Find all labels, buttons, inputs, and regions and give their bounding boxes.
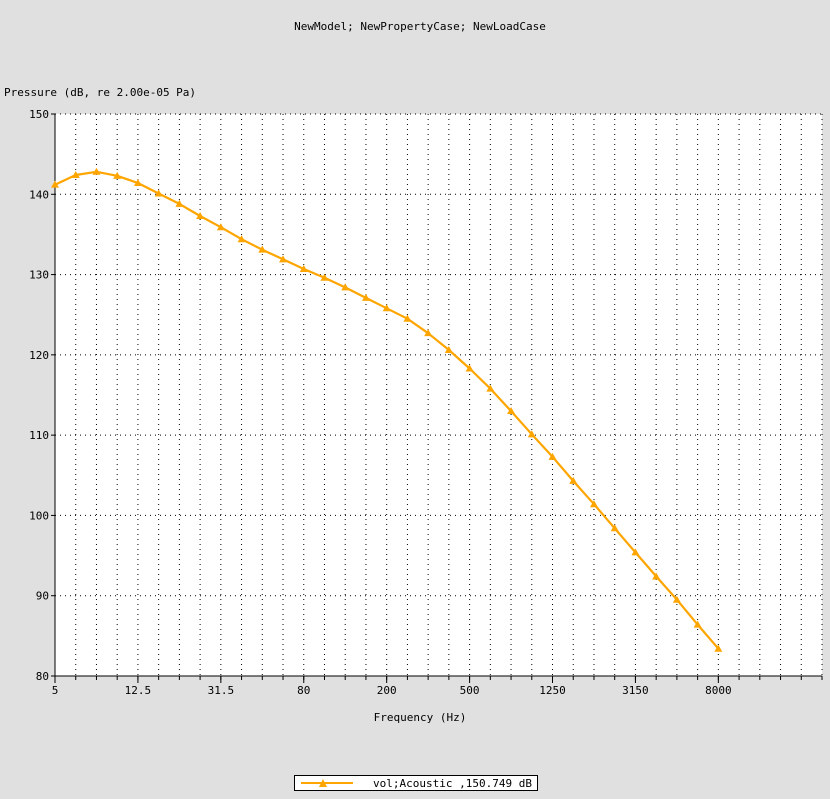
data-point-marker [548, 452, 557, 460]
y-axis-label: Pressure (dB, re 2.00e-05 Pa) [4, 86, 196, 99]
axes: 80 90 100 110 120 130 140 150 5 12.5 31.5 80 200 500 1… [29, 108, 823, 697]
y-tick-label: 150 [29, 108, 49, 121]
data-point-marker [299, 264, 308, 272]
data-point-marker [672, 595, 681, 603]
data-point-marker [527, 430, 536, 438]
grid [55, 113, 823, 677]
chart-svg: 80 90 100 110 120 130 140 150 5 12.5 31.5 80 200 500 1… [4, 20, 823, 724]
data-point-marker [237, 235, 246, 243]
data-point-marker [714, 644, 723, 652]
plot-area [55, 114, 822, 676]
data-point-marker [216, 223, 225, 231]
series-layer [51, 167, 723, 652]
data-point-marker [382, 304, 391, 312]
data-point-marker [631, 548, 640, 556]
data-point-marker [71, 171, 80, 179]
legend-swatch [301, 779, 353, 787]
data-point-marker [610, 524, 619, 532]
x-tick-label: 8000 [705, 684, 732, 697]
data-point-marker [403, 314, 412, 322]
data-point-marker [486, 384, 495, 392]
data-point-marker [569, 476, 578, 484]
data-point-marker [92, 167, 101, 175]
y-tick-label: 130 [29, 269, 49, 282]
x-tick-label: 1250 [539, 684, 566, 697]
chart-title: NewModel; NewPropertyCase; NewLoadCase [294, 20, 546, 33]
data-point-marker [465, 364, 474, 372]
y-tick-label: 120 [29, 349, 49, 362]
data-point-marker [279, 255, 288, 263]
y-tick-label: 80 [36, 670, 49, 683]
data-point-marker [424, 329, 433, 337]
data-point-marker [589, 500, 598, 508]
data-point-marker [341, 283, 350, 291]
data-point-marker [196, 211, 205, 219]
legend: vol;Acoustic ,150.749 dB [294, 775, 538, 791]
y-tick-label: 100 [29, 509, 49, 522]
x-tick-label: 500 [460, 684, 480, 697]
x-tick-label: 200 [377, 684, 397, 697]
x-tick-label: 12.5 [125, 684, 152, 697]
data-point-marker [652, 572, 661, 580]
data-point-marker [361, 293, 370, 301]
x-tick-label: 80 [297, 684, 310, 697]
x-tick-label: 31.5 [208, 684, 235, 697]
legend-label: vol;Acoustic ,150.749 dB [373, 776, 532, 790]
data-point-marker [154, 189, 163, 197]
data-point-marker [258, 245, 267, 253]
data-point-marker [320, 273, 329, 281]
data-point-marker [175, 199, 184, 207]
x-tick-label: 3150 [622, 684, 649, 697]
x-tick-label: 5 [52, 684, 59, 697]
data-point-marker [51, 180, 59, 188]
data-point-marker [133, 179, 142, 187]
y-tick-label: 110 [29, 429, 49, 442]
data-point-marker [693, 620, 702, 628]
data-point-marker [444, 346, 453, 354]
y-tick-label: 90 [36, 590, 49, 603]
data-point-marker [113, 171, 122, 179]
data-point-marker [507, 407, 516, 415]
x-axis-label: Frequency (Hz) [374, 711, 467, 724]
y-tick-label: 140 [29, 188, 49, 201]
